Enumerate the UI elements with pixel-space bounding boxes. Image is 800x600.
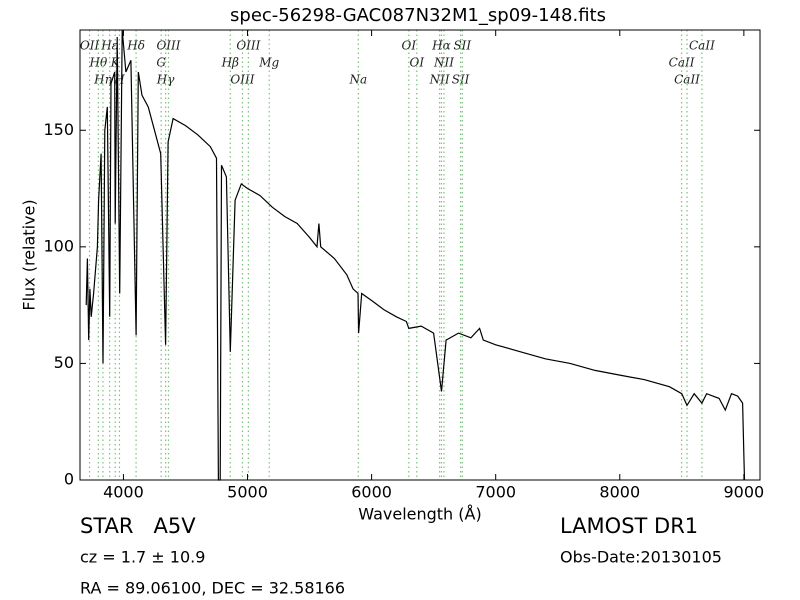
spectral-line-label: Hη (93, 73, 112, 87)
x-tick-label: 6000 (351, 483, 392, 502)
spectral-line-label: OI (409, 56, 424, 70)
spectral-line-label: CaII (669, 56, 695, 70)
spectral-line-label: Mg (258, 56, 279, 70)
spectral-line-label: Hβ (221, 56, 239, 70)
y-tick-label: 50 (54, 353, 74, 372)
x-tick-label: 4000 (103, 483, 144, 502)
spectral-line-label: OIII (236, 39, 260, 53)
spectral-line-label: CaII (689, 39, 715, 53)
coordinates: RA = 89.06100, DEC = 32.58166 (80, 579, 345, 598)
y-tick-label: 150 (43, 120, 74, 139)
spectrum-line (85, 29, 746, 481)
spectral-line-label: SII (452, 73, 470, 87)
plot-frame (79, 29, 761, 481)
y-tick-label: 0 (64, 470, 74, 489)
spectral-line-label: K (110, 56, 121, 70)
chart-title: spec-56298-GAC087N32M1_sp09-148.fits (230, 5, 606, 26)
spectral-line-label: NII (433, 56, 454, 70)
x-tick-label: 9000 (724, 483, 765, 502)
spectral-line-label: NII (429, 73, 450, 87)
spectral-line-label: OI (402, 39, 417, 53)
survey: LAMOST DR1 (560, 514, 698, 538)
object-class: STAR A5V (80, 514, 196, 538)
spectral-line-label: OII (80, 39, 100, 53)
x-tick-label: 7000 (475, 483, 516, 502)
spectral-line-label: SII (453, 39, 471, 53)
x-tick-label: 5000 (227, 483, 268, 502)
x-axis-label: Wavelength (Å) (358, 505, 481, 524)
spectral-line-label: OIII (230, 73, 254, 87)
spectral-line-label: Hε (100, 39, 118, 53)
y-tick-label: 100 (43, 236, 74, 255)
redshift: cz = 1.7 ± 10.9 (80, 548, 205, 567)
spectral-line-label: Hγ (156, 73, 175, 87)
spectral-line-label: G (156, 56, 166, 70)
spectral-line-label: Na (349, 73, 368, 87)
x-tick-label: 8000 (599, 483, 640, 502)
spectral-line-label: Hθ (89, 56, 108, 70)
obs-date: Obs-Date:20130105 (560, 548, 722, 567)
y-axis-label: Flux (relative) (20, 199, 39, 310)
spectral-line-label: OIII (156, 39, 180, 53)
spectral-line-label: Hα (431, 39, 451, 53)
spectral-line-label: Hδ (126, 39, 145, 53)
spectral-line-label: CaII (674, 73, 700, 87)
